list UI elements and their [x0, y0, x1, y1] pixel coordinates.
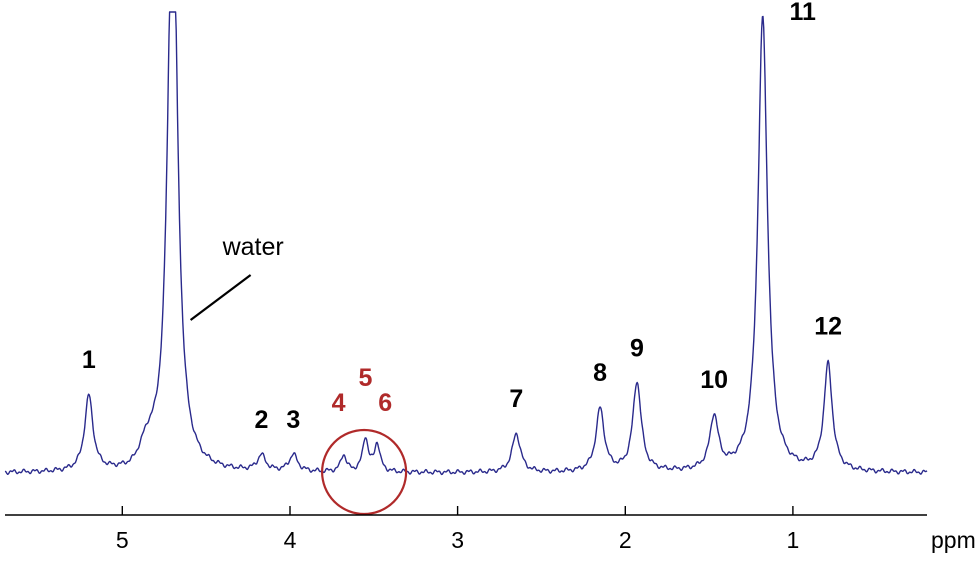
highlight-circle: [321, 428, 408, 516]
peak-label: 8: [593, 359, 607, 387]
peak-label: 9: [630, 335, 644, 363]
peak-label: 7: [509, 385, 523, 413]
x-ticks: 5 4 3 2 1: [116, 506, 799, 553]
peak-label: 12: [814, 312, 842, 340]
peak-label: 4: [332, 389, 346, 417]
peak-label: 1: [82, 346, 96, 374]
x-tick-label: 4: [284, 527, 297, 553]
peak-label: 10: [700, 366, 728, 394]
water-annotation-label: water: [222, 233, 284, 261]
x-axis: 5 4 3 2 1 ppm: [5, 506, 976, 553]
peak-label: 11: [789, 0, 816, 26]
peak-label: 6: [378, 389, 392, 417]
peak-label: 2: [255, 406, 269, 434]
spectrum-line: [4, 11, 928, 476]
x-tick-label: 3: [451, 527, 464, 553]
peak-label: 3: [286, 406, 300, 434]
x-tick-label: 2: [619, 527, 632, 553]
x-tick-label: 5: [116, 527, 129, 553]
x-axis-unit-label: ppm: [931, 527, 976, 553]
x-tick-label: 1: [787, 527, 800, 553]
water-annotation-line: [189, 274, 252, 321]
peak-label: 5: [358, 364, 372, 392]
